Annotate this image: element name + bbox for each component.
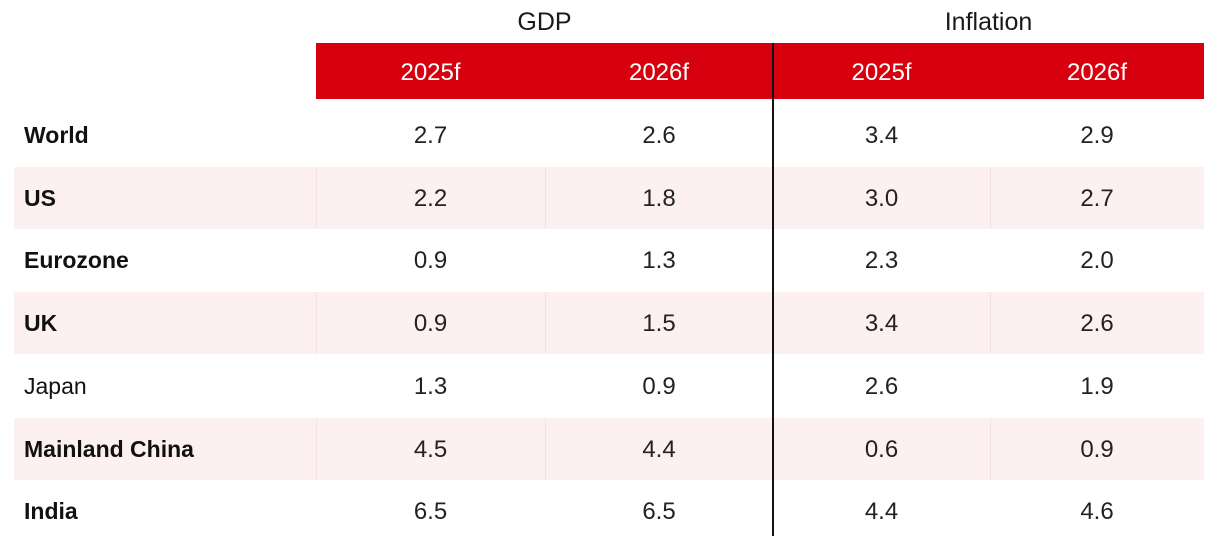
gdp-inflation-divider	[772, 43, 774, 536]
value-cell: 0.6	[864, 436, 899, 463]
row-label: UK	[24, 310, 58, 336]
value-cell: 2.6	[1080, 310, 1114, 337]
row-label: Mainland China	[24, 436, 194, 462]
value-cell: 1.5	[642, 310, 676, 337]
value-cell: 2.9	[1080, 122, 1114, 149]
column-header-inflation-2026f: 2026f	[1066, 59, 1128, 86]
value-cell: 3.4	[864, 310, 899, 337]
value-cell: 3.0	[864, 185, 899, 212]
value-cell: 2.6	[864, 373, 899, 400]
value-cell: 6.5	[413, 498, 448, 525]
value-cell: 1.9	[1080, 373, 1114, 400]
value-cell: 2.0	[1080, 247, 1114, 274]
table-row: UK 0.9 1.5 3.4 2.6	[14, 292, 1204, 354]
value-cell: 3.4	[864, 122, 899, 149]
value-cell: 1.8	[642, 185, 676, 212]
cell-separator	[990, 292, 991, 354]
cell-separator	[990, 418, 991, 480]
value-cell: 0.9	[642, 373, 676, 400]
column-header-gdp-2025f: 2025f	[400, 59, 461, 86]
value-cell: 6.5	[642, 498, 676, 525]
table-row: Eurozone 0.9 1.3 2.3 2.0	[14, 229, 1204, 291]
column-header-gdp-2026f: 2026f	[628, 59, 690, 86]
value-cell: 0.9	[413, 247, 448, 274]
table-row: Japan 1.3 0.9 2.6 1.9	[14, 355, 1204, 417]
cell-separator	[316, 418, 317, 480]
table-row: World 2.7 2.6 3.4 2.9	[14, 104, 1204, 166]
cell-separator	[316, 292, 317, 354]
value-cell: 4.4	[864, 498, 899, 525]
row-label: World	[24, 122, 89, 148]
value-cell: 4.6	[1080, 498, 1114, 525]
cell-separator	[545, 418, 546, 480]
cell-separator	[545, 292, 546, 354]
table-row: US 2.2 1.8 3.0 2.7	[14, 167, 1204, 229]
inflation-group-title: Inflation	[944, 8, 1033, 36]
column-header-bar: 2025f 2026f 2025f 2026f	[316, 43, 1204, 99]
cell-separator	[316, 167, 317, 229]
row-label: India	[24, 498, 78, 524]
gdp-group-title: GDP	[517, 8, 572, 36]
row-label: Japan	[24, 373, 87, 399]
row-label: Eurozone	[24, 247, 129, 273]
column-header-inflation-2025f: 2025f	[851, 59, 912, 86]
value-cell: 1.3	[413, 373, 448, 400]
cell-separator	[990, 167, 991, 229]
table-row: India 6.5 6.5 4.4 4.6	[14, 480, 1204, 542]
value-cell: 1.3	[642, 247, 676, 274]
row-label: US	[24, 185, 56, 211]
value-cell: 2.7	[413, 122, 448, 149]
value-cell: 4.4	[642, 436, 676, 463]
value-cell: 0.9	[1080, 436, 1114, 463]
value-cell: 2.2	[413, 185, 448, 212]
value-cell: 2.3	[864, 247, 899, 274]
value-cell: 2.7	[1080, 185, 1114, 212]
table-row: Mainland China 4.5 4.4 0.6 0.9	[14, 418, 1204, 480]
value-cell: 2.6	[642, 122, 676, 149]
value-cell: 0.9	[413, 310, 448, 337]
cell-separator	[545, 167, 546, 229]
value-cell: 4.5	[413, 436, 448, 463]
